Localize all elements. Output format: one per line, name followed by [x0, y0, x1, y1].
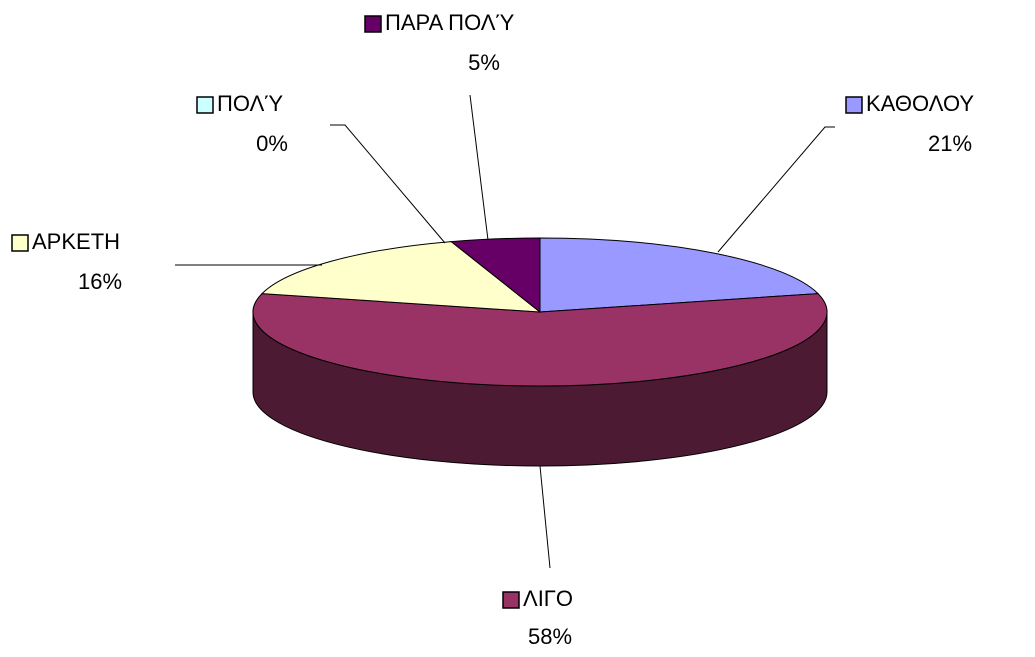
leader-line: [330, 124, 446, 244]
legend-swatch: [11, 234, 29, 252]
category-label: ΠΟΛΎ: [217, 91, 283, 116]
leader-line: [469, 94, 489, 241]
value-label: 58%: [528, 624, 572, 649]
category-label: ΚΑΘΟΛΟΥ: [866, 91, 974, 116]
pie-slice: [260, 241, 542, 313]
legend-swatch: [845, 96, 863, 114]
value-label: 21%: [928, 131, 972, 156]
pie-slice: [252, 293, 828, 387]
leader-line: [717, 126, 835, 253]
legend-swatch: [364, 15, 382, 33]
value-label: 5%: [468, 50, 500, 75]
category-label: ΠΑΡΑ ΠΟΛΎ: [385, 10, 514, 35]
value-label: 0%: [256, 131, 288, 156]
legend-swatch: [502, 591, 520, 609]
legend-swatch: [196, 96, 214, 114]
category-label: ΑΡΚΕΤΗ: [32, 229, 120, 254]
value-label: 16%: [78, 269, 122, 294]
pie-slice: [539, 237, 820, 313]
pie-slice: [450, 237, 541, 314]
category-label: ΛΙΓΟ: [523, 586, 573, 611]
leader-line: [539, 465, 551, 569]
